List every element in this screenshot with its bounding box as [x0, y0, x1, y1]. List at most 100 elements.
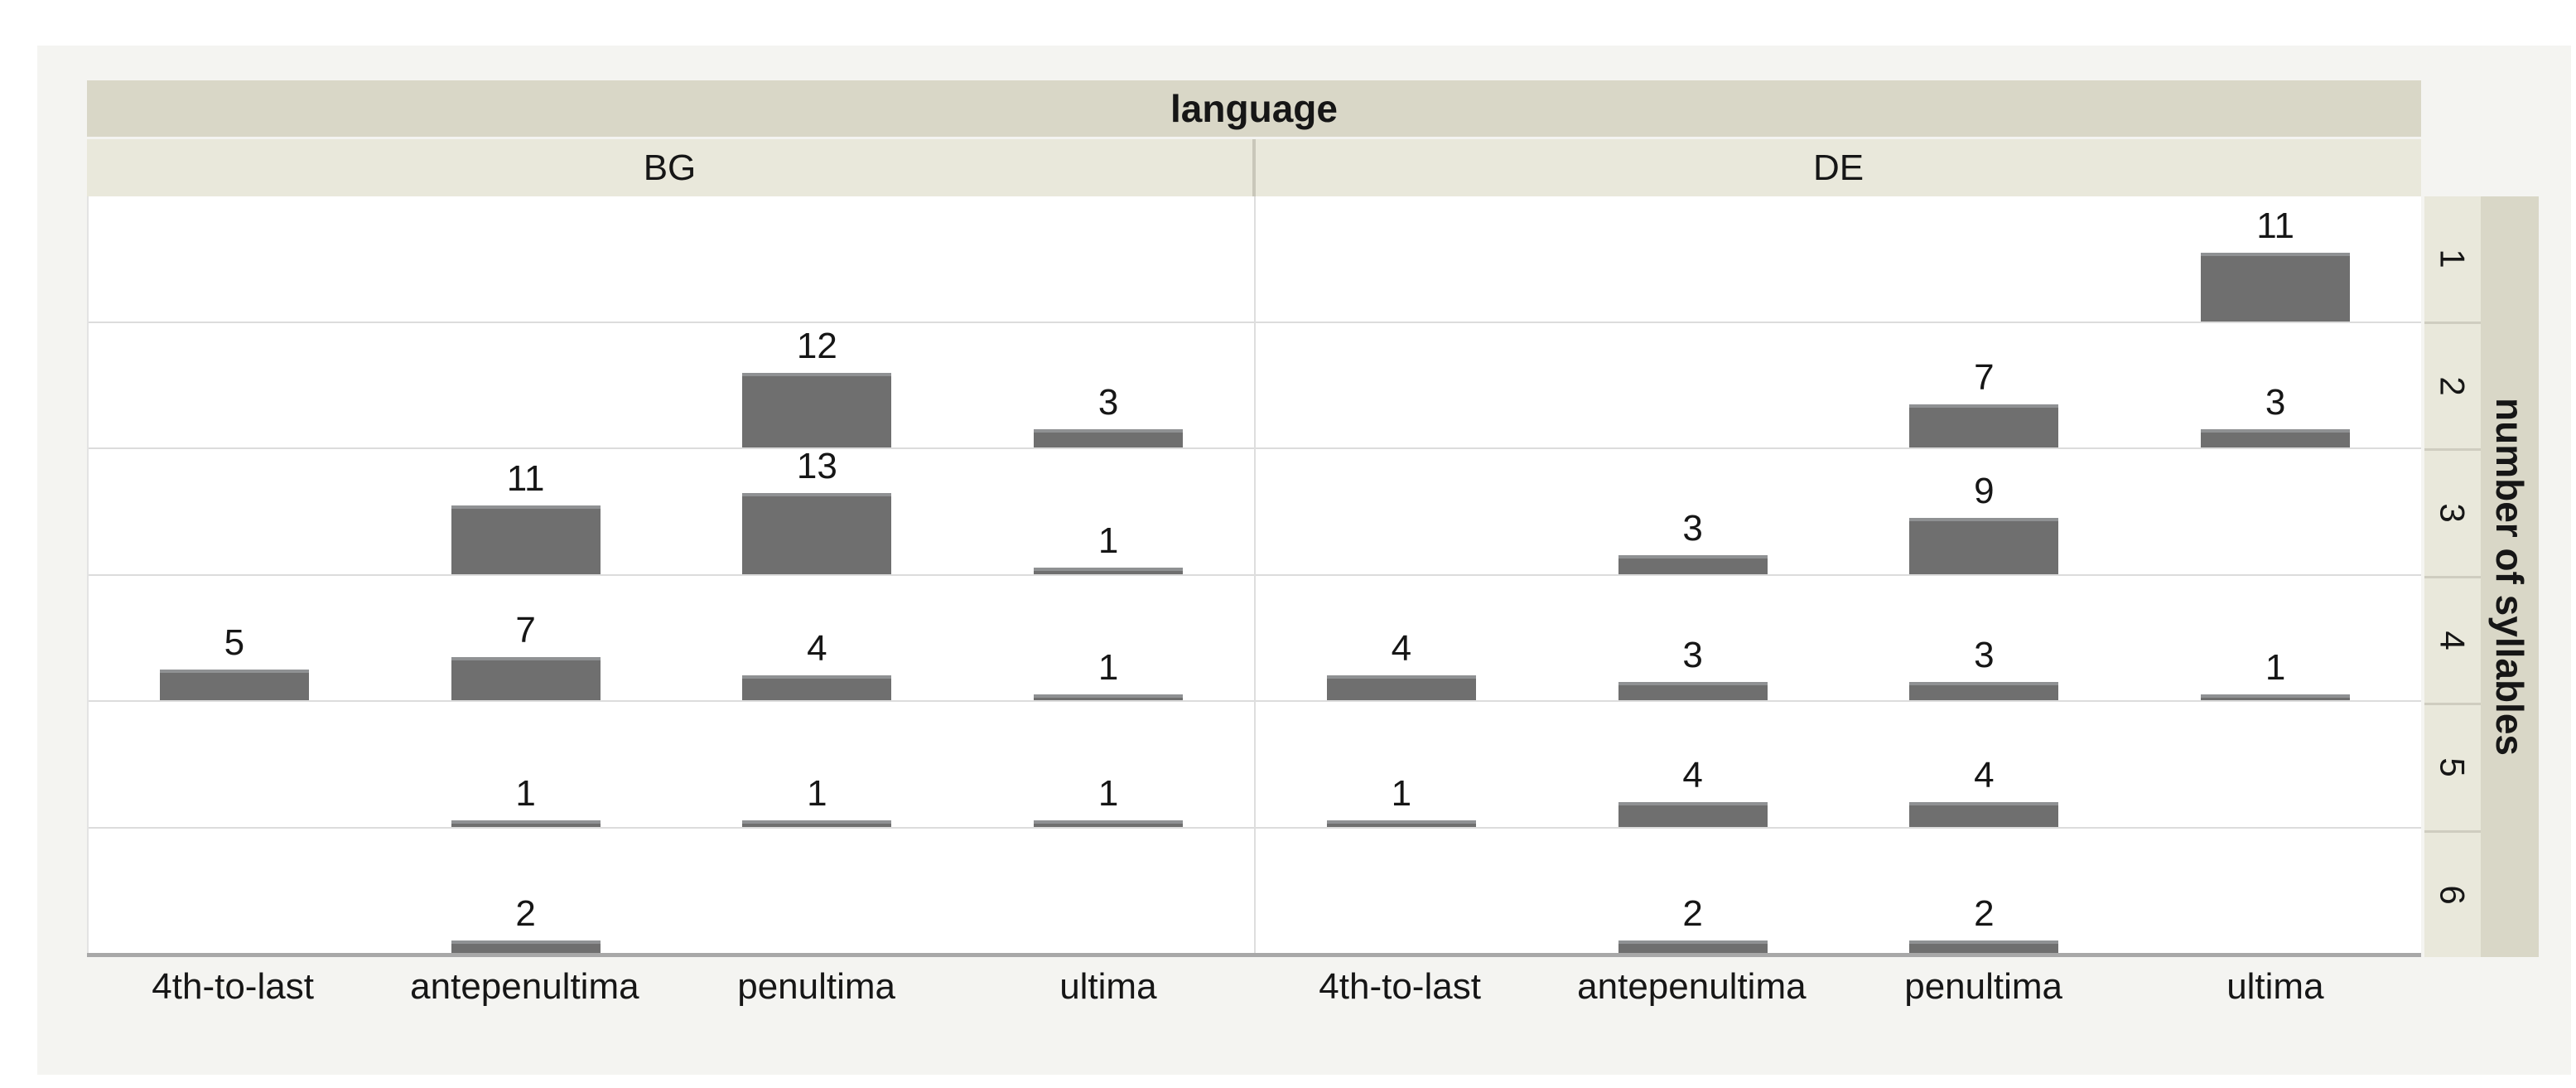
group-label-bg: BG: [643, 147, 697, 188]
bar-de-5-4th-to-last: [1326, 820, 1476, 827]
x-axis-label-de-penultima: penultima: [1904, 966, 2063, 1007]
bar-value-label: 3: [1974, 634, 1995, 675]
bar-value-label: 7: [1974, 356, 1995, 398]
bar-value-label: 4: [807, 628, 827, 669]
bar-de-2-penultima: [1909, 404, 2059, 447]
bar-de-6-antepenultima: [1618, 941, 1768, 953]
bar-value-label: 2: [1974, 893, 1995, 934]
bar-bg-5-penultima: [742, 820, 892, 827]
bar-bg-3-ultima: [1034, 568, 1184, 574]
x-axis-label-bg-antepenultima: antepenultima: [410, 966, 639, 1007]
syllable-count-cell-3: 3: [2424, 448, 2481, 576]
x-axis-label-bg-penultima: penultima: [737, 966, 896, 1007]
plot-area: 12 3 11 13 1 5 7 4 1 1 1 1 2 11 7 3 3 9 4 3 3 1 1 4 4 2 2: [87, 196, 2421, 953]
syllable-count-cell-4: 4: [2424, 575, 2481, 703]
syllable-count-label: 5: [2433, 757, 2472, 777]
bar-value-label: 4: [1391, 628, 1412, 669]
x-axis-labels-bg: 4th-to-last antepenultima penultima ultima: [87, 964, 1254, 1010]
bar-de-6-penultima: [1909, 941, 2059, 953]
bar-de-3-penultima: [1909, 518, 2059, 574]
syllable-count-label: 3: [2433, 503, 2472, 523]
bar-value-label: 4: [1974, 754, 1995, 795]
x-axis-labels: 4th-to-last antepenultima penultima ultima …: [87, 964, 2421, 1010]
bar-de-5-penultima: [1909, 801, 2059, 827]
group-header-de: DE: [1252, 139, 2421, 196]
bar-value-label: 11: [506, 458, 545, 499]
x-axis-label-de-ultima: ultima: [2226, 966, 2324, 1007]
x-axis-labels-de: 4th-to-last antepenultima penultima ultima: [1254, 964, 2421, 1010]
syllable-count-label: 2: [2433, 376, 2472, 396]
syllable-count-cell-6: 6: [2424, 829, 2481, 957]
facet-row-de-4: 4 3 3 1: [1256, 573, 2421, 700]
syllable-count-cell-5: 5: [2424, 703, 2481, 830]
x-axis-label-de-4th-to-last: 4th-to-last: [1319, 966, 1481, 1007]
syllable-count-label: 4: [2433, 631, 2472, 650]
facet-row-bg-4: 5 7 4 1: [89, 573, 1254, 700]
syllable-count-label: 1: [2433, 249, 2472, 268]
bar-value-label: 9: [1974, 471, 1995, 511]
syllable-count-cell-2: 2: [2424, 321, 2481, 448]
x-axis-label-de-antepenultima: antepenultima: [1577, 966, 1807, 1007]
syllable-count-strip: 1 2 3 4 5 6: [2424, 196, 2481, 957]
facet-row-bg-5: 1 1 1: [89, 700, 1254, 827]
bar-bg-6-antepenultima: [451, 941, 601, 953]
bar-bg-5-ultima: [1034, 820, 1184, 827]
bar-de-2-ultima: [2201, 428, 2351, 447]
bar-de-4-4th-to-last: [1326, 675, 1476, 700]
bar-value-label: 7: [515, 609, 536, 650]
bar-value-label: 1: [1097, 646, 1119, 688]
bar-de-4-ultima: [2201, 694, 2351, 700]
bar-value-label: 3: [1682, 634, 1703, 675]
bar-value-label: 3: [1097, 381, 1119, 423]
bar-value-label: 12: [796, 326, 837, 366]
facet-row-bg-3: 11 13 1: [89, 447, 1254, 574]
syllable-axis-title: number of syllables: [2488, 397, 2532, 757]
bar-value-label: 1: [807, 773, 827, 814]
group-header-band: BG DE: [87, 139, 2421, 196]
bar-value-label: 2: [1682, 893, 1703, 934]
bar-value-label: 1: [515, 773, 536, 814]
bar-value-label: 11: [2256, 206, 2294, 246]
bar-value-label: 3: [2265, 381, 2286, 423]
panel-de: 11 7 3 3 9 4 3 3 1 1 4 4 2 2: [1254, 196, 2421, 953]
group-header-bg: BG: [87, 139, 1252, 196]
bar-value-label: 5: [224, 621, 245, 663]
bar-bg-2-ultima: [1034, 428, 1184, 447]
x-axis-label-bg-ultima: ultima: [1059, 966, 1157, 1007]
language-header-band: language: [87, 80, 2421, 137]
bar-de-4-antepenultima: [1618, 681, 1768, 700]
bar-bg-5-antepenultima: [451, 820, 601, 827]
syllable-count-cell-1: 1: [2424, 196, 2481, 322]
syllable-count-label: 6: [2433, 885, 2472, 905]
group-label-de: DE: [1812, 147, 1864, 188]
bar-value-label: 3: [1682, 508, 1703, 549]
facet-row-de-5: 1 4 4: [1256, 700, 2421, 827]
bar-de-4-penultima: [1909, 681, 2059, 700]
bar-bg-4-penultima: [742, 675, 892, 700]
bar-bg-4-ultima: [1034, 694, 1184, 700]
bar-value-label: 1: [1391, 773, 1412, 814]
bar-de-5-antepenultima: [1618, 801, 1768, 827]
bar-value-label: 2: [515, 893, 536, 934]
bar-bg-3-antepenultima: [451, 505, 601, 574]
facet-row-bg-2: 12 3: [89, 321, 1254, 447]
x-axis-line: [87, 953, 2421, 957]
bar-bg-2-penultima: [742, 373, 892, 447]
bar-value-label: 1: [1097, 520, 1119, 561]
bar-value-label: 13: [796, 446, 837, 486]
facet-row-bg-1: [89, 196, 1254, 322]
bar-bg-3-penultima: [742, 493, 892, 574]
syllable-axis-title-strip: number of syllables: [2481, 196, 2539, 957]
bar-de-1-ultima: [2201, 253, 2351, 322]
facet-row-de-1: 11: [1256, 196, 2421, 322]
bar-bg-4-antepenultima: [451, 656, 601, 700]
bar-de-3-antepenultima: [1618, 555, 1768, 574]
x-axis-label-bg-4th-to-last: 4th-to-last: [152, 966, 314, 1007]
bar-value-label: 4: [1682, 754, 1703, 795]
bar-bg-4-4th-to-last: [159, 669, 309, 700]
panel-bg: 12 3 11 13 1 5 7 4 1 1 1 1 2: [89, 196, 1254, 953]
bar-value-label: 1: [2265, 646, 2286, 688]
